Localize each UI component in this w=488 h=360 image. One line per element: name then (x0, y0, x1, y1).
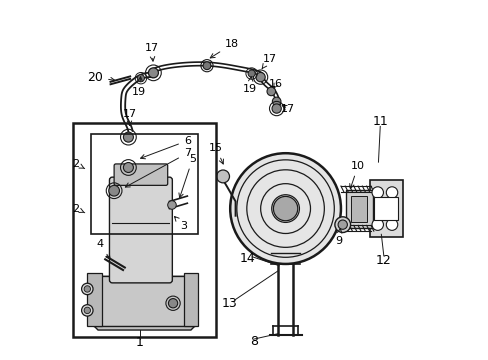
FancyBboxPatch shape (114, 164, 167, 185)
Bar (73, 123, 216, 337)
Circle shape (203, 62, 210, 69)
Circle shape (216, 170, 229, 183)
Circle shape (337, 220, 346, 229)
Text: 2: 2 (72, 203, 84, 213)
Circle shape (81, 283, 93, 295)
Text: 4: 4 (96, 239, 110, 259)
Text: 17: 17 (262, 54, 276, 69)
Circle shape (148, 68, 158, 78)
Text: 17: 17 (122, 109, 136, 125)
Circle shape (84, 286, 90, 292)
Circle shape (168, 298, 177, 308)
Text: 5: 5 (179, 154, 196, 198)
Circle shape (273, 197, 297, 221)
Text: 10: 10 (349, 161, 365, 189)
Text: 20: 20 (87, 71, 115, 84)
Circle shape (266, 87, 275, 96)
Circle shape (123, 162, 133, 172)
Text: 3: 3 (174, 216, 187, 231)
Polygon shape (183, 273, 198, 327)
Text: 16: 16 (268, 79, 283, 89)
Text: 19: 19 (243, 77, 256, 94)
Circle shape (386, 219, 397, 230)
Text: 7: 7 (125, 148, 190, 187)
FancyBboxPatch shape (109, 177, 172, 283)
FancyBboxPatch shape (91, 276, 198, 327)
Polygon shape (91, 276, 198, 330)
Text: 2: 2 (72, 159, 84, 169)
FancyBboxPatch shape (369, 180, 403, 237)
Circle shape (230, 153, 340, 264)
Text: 14: 14 (239, 252, 255, 265)
Polygon shape (87, 273, 102, 327)
Circle shape (81, 305, 93, 316)
Circle shape (255, 72, 264, 82)
Text: 8: 8 (250, 335, 258, 348)
Circle shape (272, 97, 281, 106)
Circle shape (123, 132, 133, 142)
FancyBboxPatch shape (373, 197, 397, 220)
Bar (91, 134, 198, 234)
Circle shape (334, 217, 350, 233)
Circle shape (371, 219, 383, 230)
Text: 6: 6 (141, 136, 190, 159)
Text: 11: 11 (371, 114, 387, 127)
Text: 19: 19 (132, 77, 146, 98)
Circle shape (371, 187, 383, 198)
Circle shape (386, 187, 397, 198)
Circle shape (84, 307, 90, 314)
Text: 1: 1 (136, 336, 143, 349)
Text: 17: 17 (144, 43, 159, 61)
Circle shape (137, 75, 144, 82)
Circle shape (247, 70, 255, 77)
FancyBboxPatch shape (346, 190, 372, 228)
Text: 15: 15 (208, 143, 223, 164)
Text: 12: 12 (375, 254, 391, 267)
Text: 18: 18 (210, 39, 239, 58)
Circle shape (271, 104, 281, 113)
Text: 9: 9 (334, 229, 341, 246)
Circle shape (108, 185, 119, 196)
FancyBboxPatch shape (350, 196, 366, 222)
Text: 17: 17 (281, 104, 295, 113)
Circle shape (167, 201, 176, 209)
Text: 13: 13 (221, 297, 237, 310)
